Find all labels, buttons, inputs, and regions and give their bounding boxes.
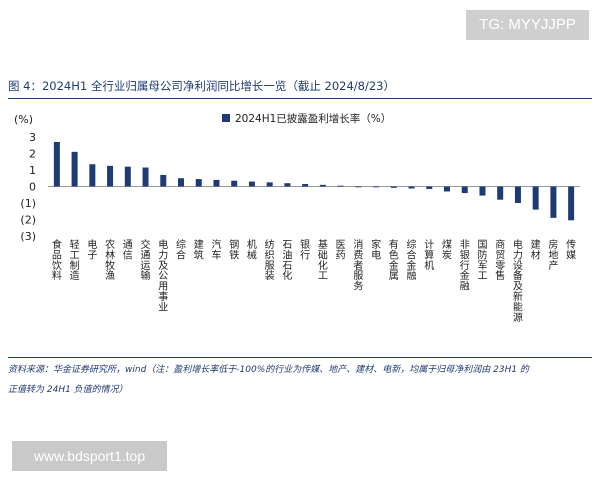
- figure-title: 图 4：2024H1 全行业归属母公司净利润同比增长一览（截止 2024/8/2…: [8, 79, 395, 93]
- bar: [248, 181, 255, 187]
- bar: [568, 186, 575, 221]
- x-tick-label: 电力设备及新能源: [513, 238, 523, 324]
- bar: [479, 186, 486, 196]
- title-rule: [8, 98, 592, 99]
- watermark-bottom: www.bdsport1.top: [12, 441, 167, 471]
- x-tick-label: 建材: [531, 238, 541, 261]
- x-tick-label: 农林牧渔: [105, 238, 115, 282]
- x-tick-label: 房地产: [548, 238, 558, 272]
- bar: [355, 186, 362, 188]
- bar: [426, 186, 433, 189]
- x-tick-label: 机械: [247, 238, 257, 261]
- x-tick-label: 基础化工: [318, 238, 328, 282]
- x-tick-label: 钢铁: [229, 238, 239, 261]
- y-tick-label: 3: [29, 131, 36, 144]
- bar: [532, 186, 539, 210]
- bar: [319, 184, 326, 187]
- y-tick-label: 1: [29, 164, 36, 177]
- x-tick-label: 计算机: [424, 238, 434, 272]
- x-tick-label: 通信: [123, 239, 133, 261]
- y-tick-label: 0: [29, 181, 36, 194]
- bar: [71, 151, 78, 187]
- legend-label: 2024H1已披露盈利增长率（%）: [235, 112, 391, 125]
- x-tick-label: 纺织服装: [265, 238, 275, 282]
- bar: [213, 179, 220, 187]
- bar: [284, 183, 291, 187]
- source-note-line-2: 正值转为 24H1 负值的情况）: [8, 385, 128, 395]
- x-tick-label: 医药: [336, 239, 346, 261]
- x-tick-label: 消费者服务: [353, 238, 363, 293]
- x-tick-label: 食品饮料: [52, 238, 62, 282]
- bar: [53, 141, 60, 187]
- x-tick-label: 综合: [176, 238, 186, 261]
- bar: [444, 186, 450, 192]
- x-tick-label: 非银行金融: [460, 239, 470, 293]
- bar: [124, 166, 131, 187]
- y-axis-label: (%): [14, 113, 33, 126]
- y-tick-label: (2): [20, 214, 36, 227]
- x-tick-label: 建筑: [194, 238, 204, 261]
- x-tick-label: 电子: [87, 238, 97, 261]
- y-tick-label: 2: [29, 148, 36, 161]
- bar: [408, 186, 415, 189]
- y-tick-label: (3): [20, 230, 36, 243]
- source-rule: [8, 357, 592, 358]
- bar: [195, 179, 202, 187]
- bar: [107, 165, 114, 187]
- x-tick-label: 银行: [300, 238, 310, 261]
- bar: [178, 178, 184, 187]
- x-tick-label: 传媒: [566, 239, 576, 261]
- bar: [373, 186, 380, 188]
- x-tick-label: 国防军工: [477, 239, 487, 282]
- x-tick-label: 电力及公用事业: [158, 238, 168, 313]
- x-tick-label: 商贸零售: [495, 238, 505, 282]
- bar: [160, 174, 167, 187]
- bar: [514, 186, 521, 203]
- x-tick-label: 轻工制造: [70, 238, 80, 282]
- x-tick-label: 交通运输: [141, 238, 151, 282]
- bar: [461, 186, 468, 194]
- x-tick-label: 有色金属: [389, 238, 399, 282]
- bar: [337, 185, 344, 187]
- bar: [231, 180, 238, 187]
- x-tick-label: 石油石化: [282, 240, 292, 282]
- bar: [266, 182, 273, 187]
- watermark-top: TG: MYYJJPP: [466, 10, 589, 40]
- bar: [142, 167, 149, 187]
- bar: [302, 184, 309, 187]
- x-tick-label: 综合金融: [407, 238, 417, 282]
- legend-swatch: [222, 114, 230, 122]
- y-tick-label: (1): [20, 197, 36, 210]
- bar: [89, 164, 96, 187]
- source-note-line-1: 资料来源：华金证券研究所，wind（注：盈利增长率低于-100%的行业为传媒、地…: [8, 365, 529, 375]
- bar: [390, 186, 397, 188]
- bar: [497, 186, 504, 200]
- x-tick-label: 家电: [371, 238, 381, 261]
- x-tick-label: 汽车: [211, 238, 221, 261]
- x-tick-label: 煤炭: [442, 238, 452, 261]
- bar: [550, 186, 557, 218]
